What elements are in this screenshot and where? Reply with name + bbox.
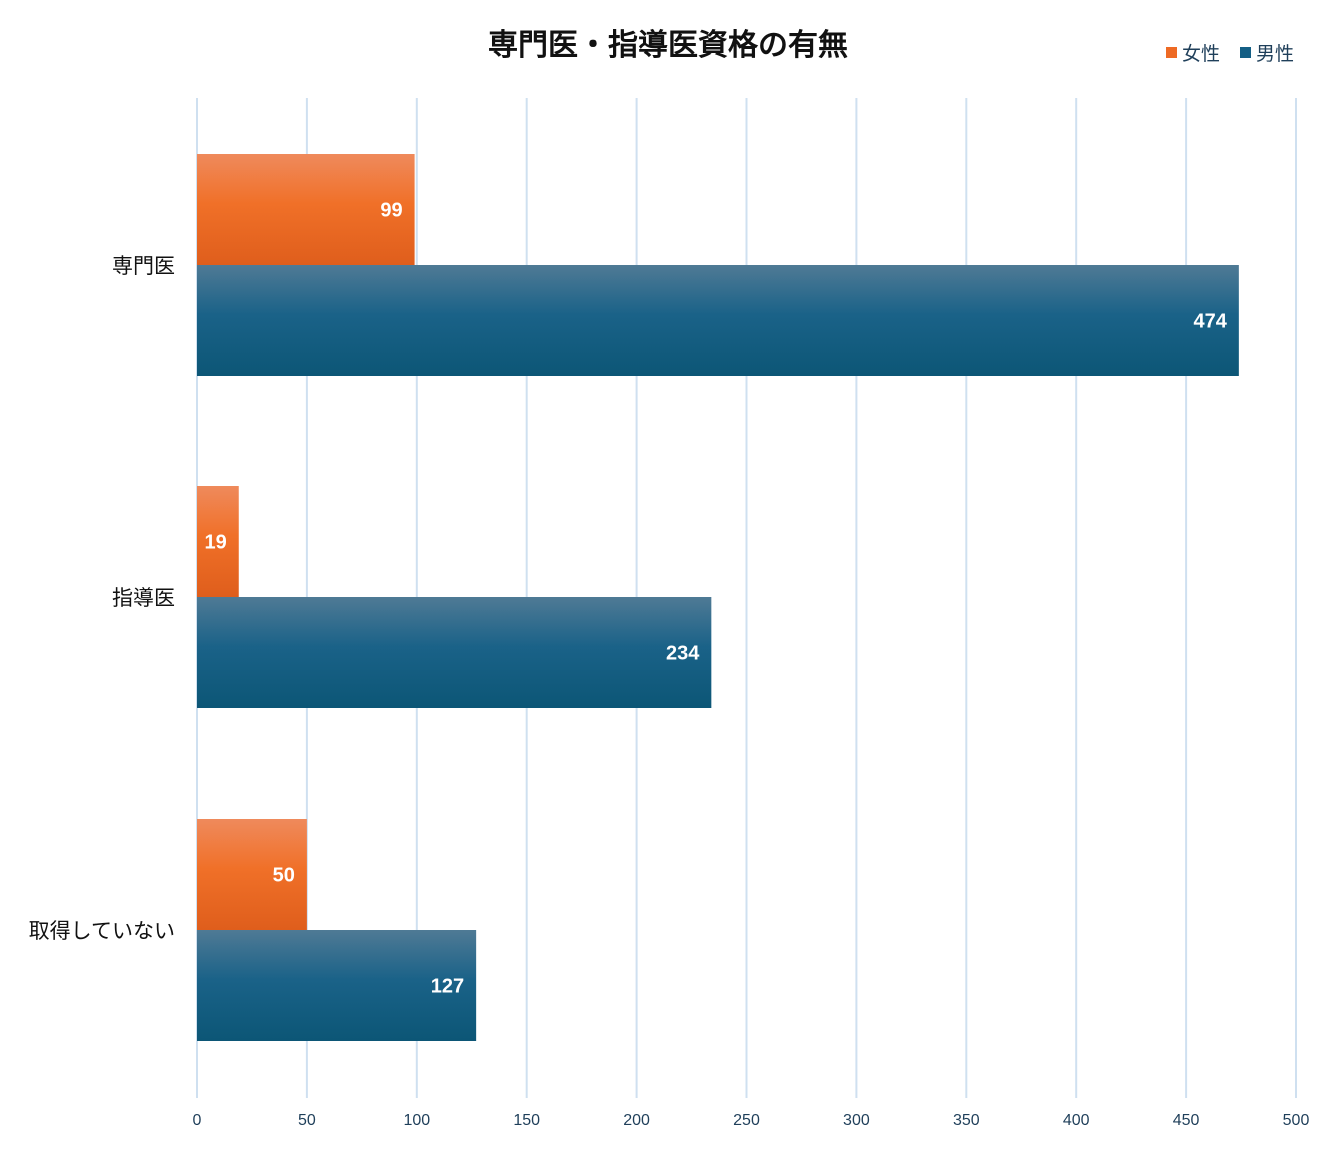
bar-female-1	[197, 154, 415, 265]
x-tick-label: 300	[843, 1112, 870, 1129]
x-tick-label: 400	[1063, 1112, 1090, 1129]
x-axis-tick-labels: 0 50 100 150 200 250 300 350 400 450 500	[193, 1112, 1310, 1129]
x-tick-label: 200	[623, 1112, 650, 1129]
data-label-male-3: 127	[431, 976, 464, 998]
x-tick-label: 100	[403, 1112, 430, 1129]
category-label: 取得していない	[29, 919, 175, 943]
bar-female-3	[197, 819, 307, 930]
bar-male-3	[197, 930, 477, 1041]
legend-label-male: 男性	[1256, 43, 1294, 65]
x-tick-label: 350	[953, 1112, 980, 1129]
category-label: 指導医	[112, 586, 175, 610]
data-label-male-2: 234	[666, 643, 700, 665]
x-tick-label: 450	[1173, 1112, 1200, 1129]
legend-swatch-male	[1240, 47, 1251, 58]
x-tick-label: 500	[1283, 1112, 1310, 1129]
bars	[197, 154, 1239, 1041]
category-label: 専門医	[112, 254, 175, 278]
x-tick-label: 150	[513, 1112, 540, 1129]
bar-female-2	[197, 486, 239, 597]
data-label-female-3: 50	[273, 865, 295, 887]
legend-label-female: 女性	[1182, 43, 1220, 65]
bar-male-1	[197, 265, 1239, 376]
data-label-female-2: 19	[205, 532, 227, 554]
x-tick-label: 50	[298, 1112, 316, 1129]
legend: 女性 男性	[1166, 43, 1294, 65]
x-tick-label: 250	[733, 1112, 760, 1129]
data-label-male-1: 474	[1193, 311, 1227, 333]
x-tick-label: 0	[193, 1112, 202, 1129]
data-labels: 99 474 19 234 50 127	[205, 200, 1228, 998]
chart-title: 専門医・指導医資格の有無	[488, 28, 848, 63]
legend-swatch-female	[1166, 47, 1177, 58]
data-label-female-1: 99	[380, 200, 402, 222]
bar-male-2	[197, 597, 712, 708]
